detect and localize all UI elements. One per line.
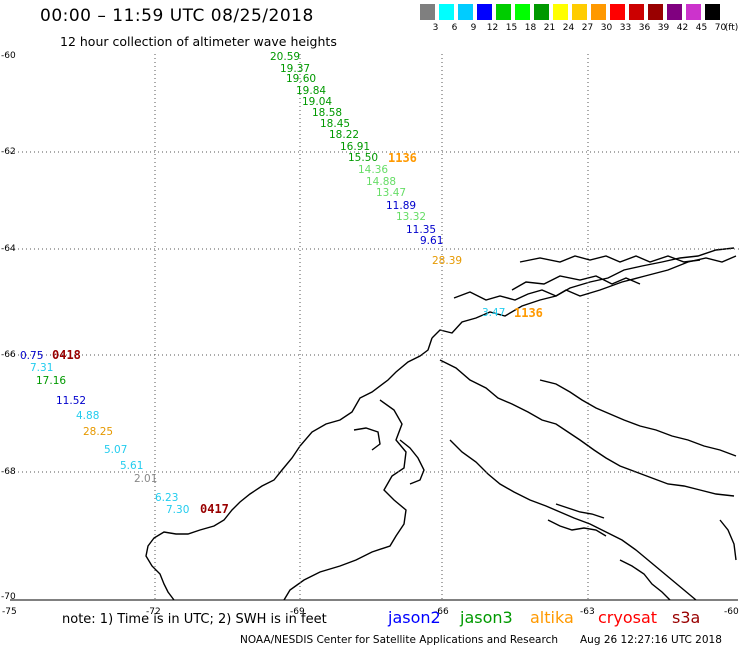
swh-label: 15.50 xyxy=(348,152,378,164)
swh-label: 4.88 xyxy=(76,410,99,422)
swh-label: 19.37 xyxy=(280,63,310,75)
legend-cryosat: cryosat xyxy=(598,608,658,627)
scale-swatch xyxy=(420,4,435,20)
wave-height-measurements: 20.5919.3719.6019.8419.0418.5818.4518.22… xyxy=(20,51,505,516)
scale-label: 70 xyxy=(714,23,727,33)
longitude-labels: -75 -72 -69 -66 -63 -60 xyxy=(2,607,739,617)
legend-jason2: jason2 xyxy=(388,608,441,627)
swh-label: 5.07 xyxy=(104,444,127,456)
longitude-label: -69 xyxy=(290,607,305,617)
longitude-label: -63 xyxy=(580,607,595,617)
swh-label: 28.25 xyxy=(83,426,113,438)
scale-swatch xyxy=(534,4,549,20)
scale-swatch xyxy=(496,4,511,20)
swh-label: 19.60 xyxy=(286,73,316,85)
swh-label: 3.47 xyxy=(482,307,505,319)
map-title: 00:00 – 11:59 UTC 08/25/2018 xyxy=(40,6,314,26)
scale-swatch xyxy=(553,4,568,20)
scale-label: 3 xyxy=(432,23,439,33)
scale-label: 30 xyxy=(600,23,613,33)
legend-jason3: jason3 xyxy=(460,608,513,627)
scale-label: 18 xyxy=(524,23,537,33)
scale-label: 6 xyxy=(451,23,458,33)
scale-swatch xyxy=(477,4,492,20)
swh-label: 19.84 xyxy=(296,85,326,97)
swh-label: 2.01 xyxy=(134,473,157,485)
swh-label: 7.30 xyxy=(166,504,189,516)
swh-label: 20.59 xyxy=(270,51,300,63)
map-note: note: 1) Time is in UTC; 2) SWH is in fe… xyxy=(62,612,327,627)
scale-swatch xyxy=(705,4,720,20)
scale-swatch xyxy=(572,4,587,20)
scale-label: 12 xyxy=(486,23,499,33)
swh-label: 17.16 xyxy=(36,375,66,387)
scale-label: 24 xyxy=(562,23,575,33)
latitude-label: -60 xyxy=(1,51,16,61)
swh-label: 11.52 xyxy=(56,395,86,407)
swh-label: 9.61 xyxy=(420,235,443,247)
swh-label: 11.35 xyxy=(406,224,436,236)
scale-label: 21 xyxy=(543,23,556,33)
scale-label: 39 xyxy=(657,23,670,33)
legend-altika: altika xyxy=(530,608,574,627)
scale-label: 9 xyxy=(470,23,477,33)
swh-label: 28.39 xyxy=(432,255,462,267)
lat-lon-grid xyxy=(10,54,740,600)
longitude-label: -72 xyxy=(146,607,161,617)
latitude-label: -68 xyxy=(1,467,16,477)
pass-time-label: 0418 xyxy=(52,348,81,362)
generation-timestamp: Aug 26 12:27:16 UTC 2018 xyxy=(580,634,722,646)
scale-swatch xyxy=(439,4,454,20)
pass-time-label: 0417 xyxy=(200,502,229,516)
swh-label: 13.32 xyxy=(396,211,426,223)
coastline xyxy=(145,247,737,601)
swh-label: 0.75 xyxy=(20,350,43,362)
swh-label: 6.23 xyxy=(155,492,178,504)
scale-label: 27 xyxy=(581,23,594,33)
scale-swatch xyxy=(686,4,701,20)
credit-line: NOAA/NESDIS Center for Satellite Applica… xyxy=(240,634,558,646)
scale-label: 45 xyxy=(695,23,708,33)
pass-time-label: 1136 xyxy=(388,151,417,165)
scale-swatch xyxy=(515,4,530,20)
swh-label: 11.89 xyxy=(386,200,416,212)
latitude-label: -66 xyxy=(1,350,16,360)
swh-label: 7.31 xyxy=(30,362,53,374)
swh-label: 18.22 xyxy=(329,129,359,141)
scale-label: 42 xyxy=(676,23,689,33)
swh-label: 13.47 xyxy=(376,187,406,199)
pass-time-labels: 1136 1136 0418 0417 xyxy=(52,151,543,516)
scale-label: (ft) xyxy=(724,23,739,33)
legend-s3a: s3a xyxy=(672,608,701,627)
scale-swatch xyxy=(667,4,682,20)
swh-label: 5.61 xyxy=(120,460,143,472)
scale-label: 36 xyxy=(638,23,651,33)
scale-label: 33 xyxy=(619,23,632,33)
latitude-label: -62 xyxy=(1,147,16,157)
scale-swatch xyxy=(458,4,473,20)
scale-swatch xyxy=(648,4,663,20)
scale-swatch xyxy=(591,4,606,20)
swh-label: 16.91 xyxy=(340,141,370,153)
swh-label: 18.58 xyxy=(312,107,342,119)
scale-swatch xyxy=(629,4,644,20)
longitude-label: -60 xyxy=(724,607,739,617)
latitude-labels: -60 -62 -64 -66 -68 -70 xyxy=(1,51,16,602)
latitude-label: -64 xyxy=(1,244,16,254)
scale-swatch xyxy=(610,4,625,20)
swh-label: 14.88 xyxy=(366,176,396,188)
pass-time-label: 1136 xyxy=(514,306,543,320)
latitude-label: -70 xyxy=(1,592,16,602)
longitude-label: -66 xyxy=(434,607,449,617)
map-subtitle: 12 hour collection of altimeter wave hei… xyxy=(60,34,337,49)
longitude-label: -75 xyxy=(2,607,17,617)
swh-label: 18.45 xyxy=(320,118,350,130)
swh-label: 14.36 xyxy=(358,164,388,176)
swh-label: 19.04 xyxy=(302,96,332,108)
scale-label: 15 xyxy=(505,23,518,33)
